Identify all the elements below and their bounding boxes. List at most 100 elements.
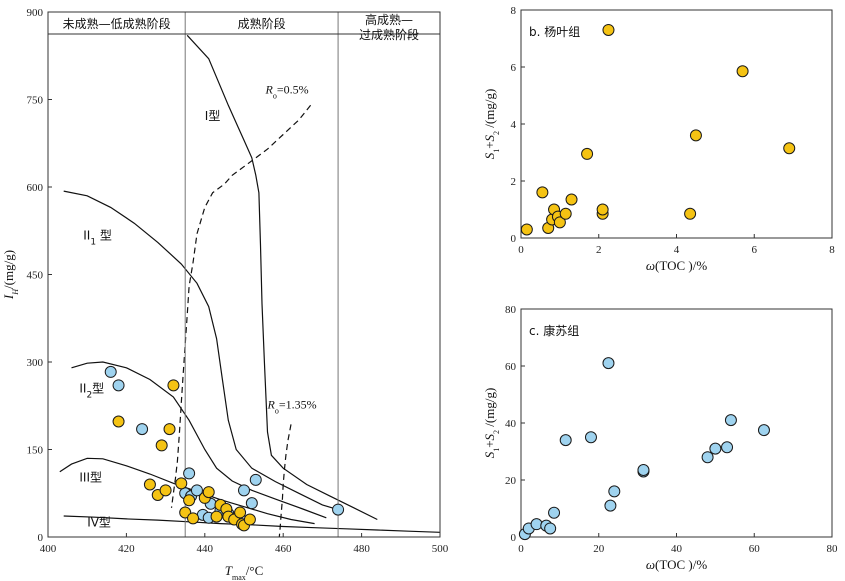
y-tick-label: 600 xyxy=(27,182,44,194)
data-point xyxy=(604,499,617,512)
panel-c-kangsu: 0 20 40 60 80 0 20 40 60 80 c. 康苏组 ω(TOC )/% S1+S2 /… xyxy=(482,304,838,572)
panel-b-yangye: 0 2 4 6 8 0 2 4 6 8 b. 杨叶组 ω(TOC )/% S1+S2 /(mg/g) xyxy=(482,5,835,273)
y-axis-label: S1+S2 /(mg/g) xyxy=(482,89,501,160)
x-axis-label: ω(TOC )/% xyxy=(646,258,707,273)
curve-II2 xyxy=(71,361,327,519)
y-tick-label: 40 xyxy=(505,418,517,430)
y-axis-label: IH/(mg/g) xyxy=(1,250,20,300)
type-label: II1 型 xyxy=(83,229,112,248)
y-axis-label: S1+S2 /(mg/g) xyxy=(482,388,501,459)
data-point xyxy=(238,484,250,497)
x-tick-label: 460 xyxy=(275,543,292,555)
panel-title: b. 杨叶组 xyxy=(529,24,580,39)
y-tick-label: 2 xyxy=(511,176,517,188)
data-point xyxy=(210,510,223,523)
zone-label: 高成熟— xyxy=(365,12,413,27)
type-label: III型 xyxy=(79,471,102,485)
data-point xyxy=(245,497,258,510)
plot-frame-c xyxy=(520,308,833,538)
y-tick-label: 900 xyxy=(27,7,44,19)
data-point xyxy=(689,129,702,142)
data-point xyxy=(544,522,557,535)
data-point xyxy=(736,65,749,78)
data-point xyxy=(701,451,714,464)
zone-label: 成熟阶段 xyxy=(238,16,286,31)
y-tick-label: 450 xyxy=(27,270,44,282)
y-tick-label: 0 xyxy=(38,532,44,544)
data-point xyxy=(167,379,180,392)
y-tick-label: 20 xyxy=(505,475,517,487)
type-label: IV型 xyxy=(87,516,111,530)
data-point xyxy=(724,414,737,427)
data-point xyxy=(559,207,572,220)
ro-label: Ro=0.5% xyxy=(265,83,309,101)
data-point xyxy=(136,423,149,436)
data-point xyxy=(249,473,262,486)
data-point xyxy=(584,431,597,444)
data-point xyxy=(602,23,615,36)
data-point xyxy=(548,506,561,519)
data-point xyxy=(155,439,168,452)
ro-label: Ro=1.35% xyxy=(267,398,317,416)
x-tick-label: 4 xyxy=(674,244,680,256)
data-point xyxy=(530,518,543,531)
data-point xyxy=(637,464,650,477)
data-point xyxy=(684,207,697,220)
data-point xyxy=(202,486,215,499)
panel-title: c. 康苏组 xyxy=(529,323,579,338)
y-tick-label: 8 xyxy=(511,5,517,17)
y-tick-label: 0 xyxy=(511,532,517,544)
y-tick-label: 300 xyxy=(27,357,44,369)
x-tick-label: 0 xyxy=(518,543,524,555)
data-point xyxy=(234,506,247,519)
panel-a-ih-vs-tmax: 未成熟—低成熟阶段 成熟阶段 高成熟—过成熟阶段 I型 II1 型 II2型 III型 IV型… xyxy=(1,7,449,581)
y-tick-label: 750 xyxy=(27,95,44,107)
data-point xyxy=(559,434,572,447)
data-point xyxy=(112,379,125,392)
x-tick-label: 40 xyxy=(671,543,683,555)
y-tick-label: 0 xyxy=(511,233,517,245)
type-label: II2型 xyxy=(79,381,104,400)
data-point xyxy=(104,365,117,378)
data-point xyxy=(565,193,578,206)
x-tick-label: 6 xyxy=(752,244,758,256)
data-point xyxy=(553,216,566,229)
data-point xyxy=(190,484,203,497)
y-tick-label: 4 xyxy=(511,119,517,131)
curve-Ro0.5 xyxy=(170,104,312,508)
data-point xyxy=(721,441,734,454)
data-point xyxy=(183,494,196,507)
data-point xyxy=(143,478,156,491)
zone-label: 过成熟阶段 xyxy=(359,27,419,42)
x-tick-label: 440 xyxy=(197,543,214,555)
x-tick-label: 420 xyxy=(118,543,135,555)
x-axis-label: Tmax/°C xyxy=(225,563,264,581)
x-tick-label: 400 xyxy=(40,543,57,555)
x-tick-label: 60 xyxy=(749,543,761,555)
x-tick-label: 480 xyxy=(353,543,370,555)
y-tick-label: 150 xyxy=(27,445,44,457)
data-point xyxy=(581,147,594,160)
data-point xyxy=(757,424,770,437)
x-tick-label: 0 xyxy=(518,244,524,256)
data-point xyxy=(596,203,609,216)
x-tick-label: 20 xyxy=(593,543,605,555)
curve-III xyxy=(59,457,315,525)
data-point xyxy=(709,442,722,455)
data-point xyxy=(520,223,533,236)
data-point xyxy=(783,142,796,155)
data-point xyxy=(332,503,345,516)
y-tick-label: 6 xyxy=(511,62,517,74)
x-tick-label: 500 xyxy=(432,543,449,555)
data-point xyxy=(159,484,172,497)
x-axis-label: ω(TOC )/% xyxy=(646,557,707,572)
data-point xyxy=(243,513,256,526)
data-point xyxy=(602,357,615,370)
zone-label: 未成熟—低成熟阶段 xyxy=(63,16,171,31)
y-tick-label: 80 xyxy=(505,304,517,316)
data-point xyxy=(608,485,621,498)
data-point xyxy=(183,467,196,480)
data-point xyxy=(536,186,549,199)
x-tick-label: 2 xyxy=(596,244,602,256)
x-tick-label: 80 xyxy=(827,543,839,555)
